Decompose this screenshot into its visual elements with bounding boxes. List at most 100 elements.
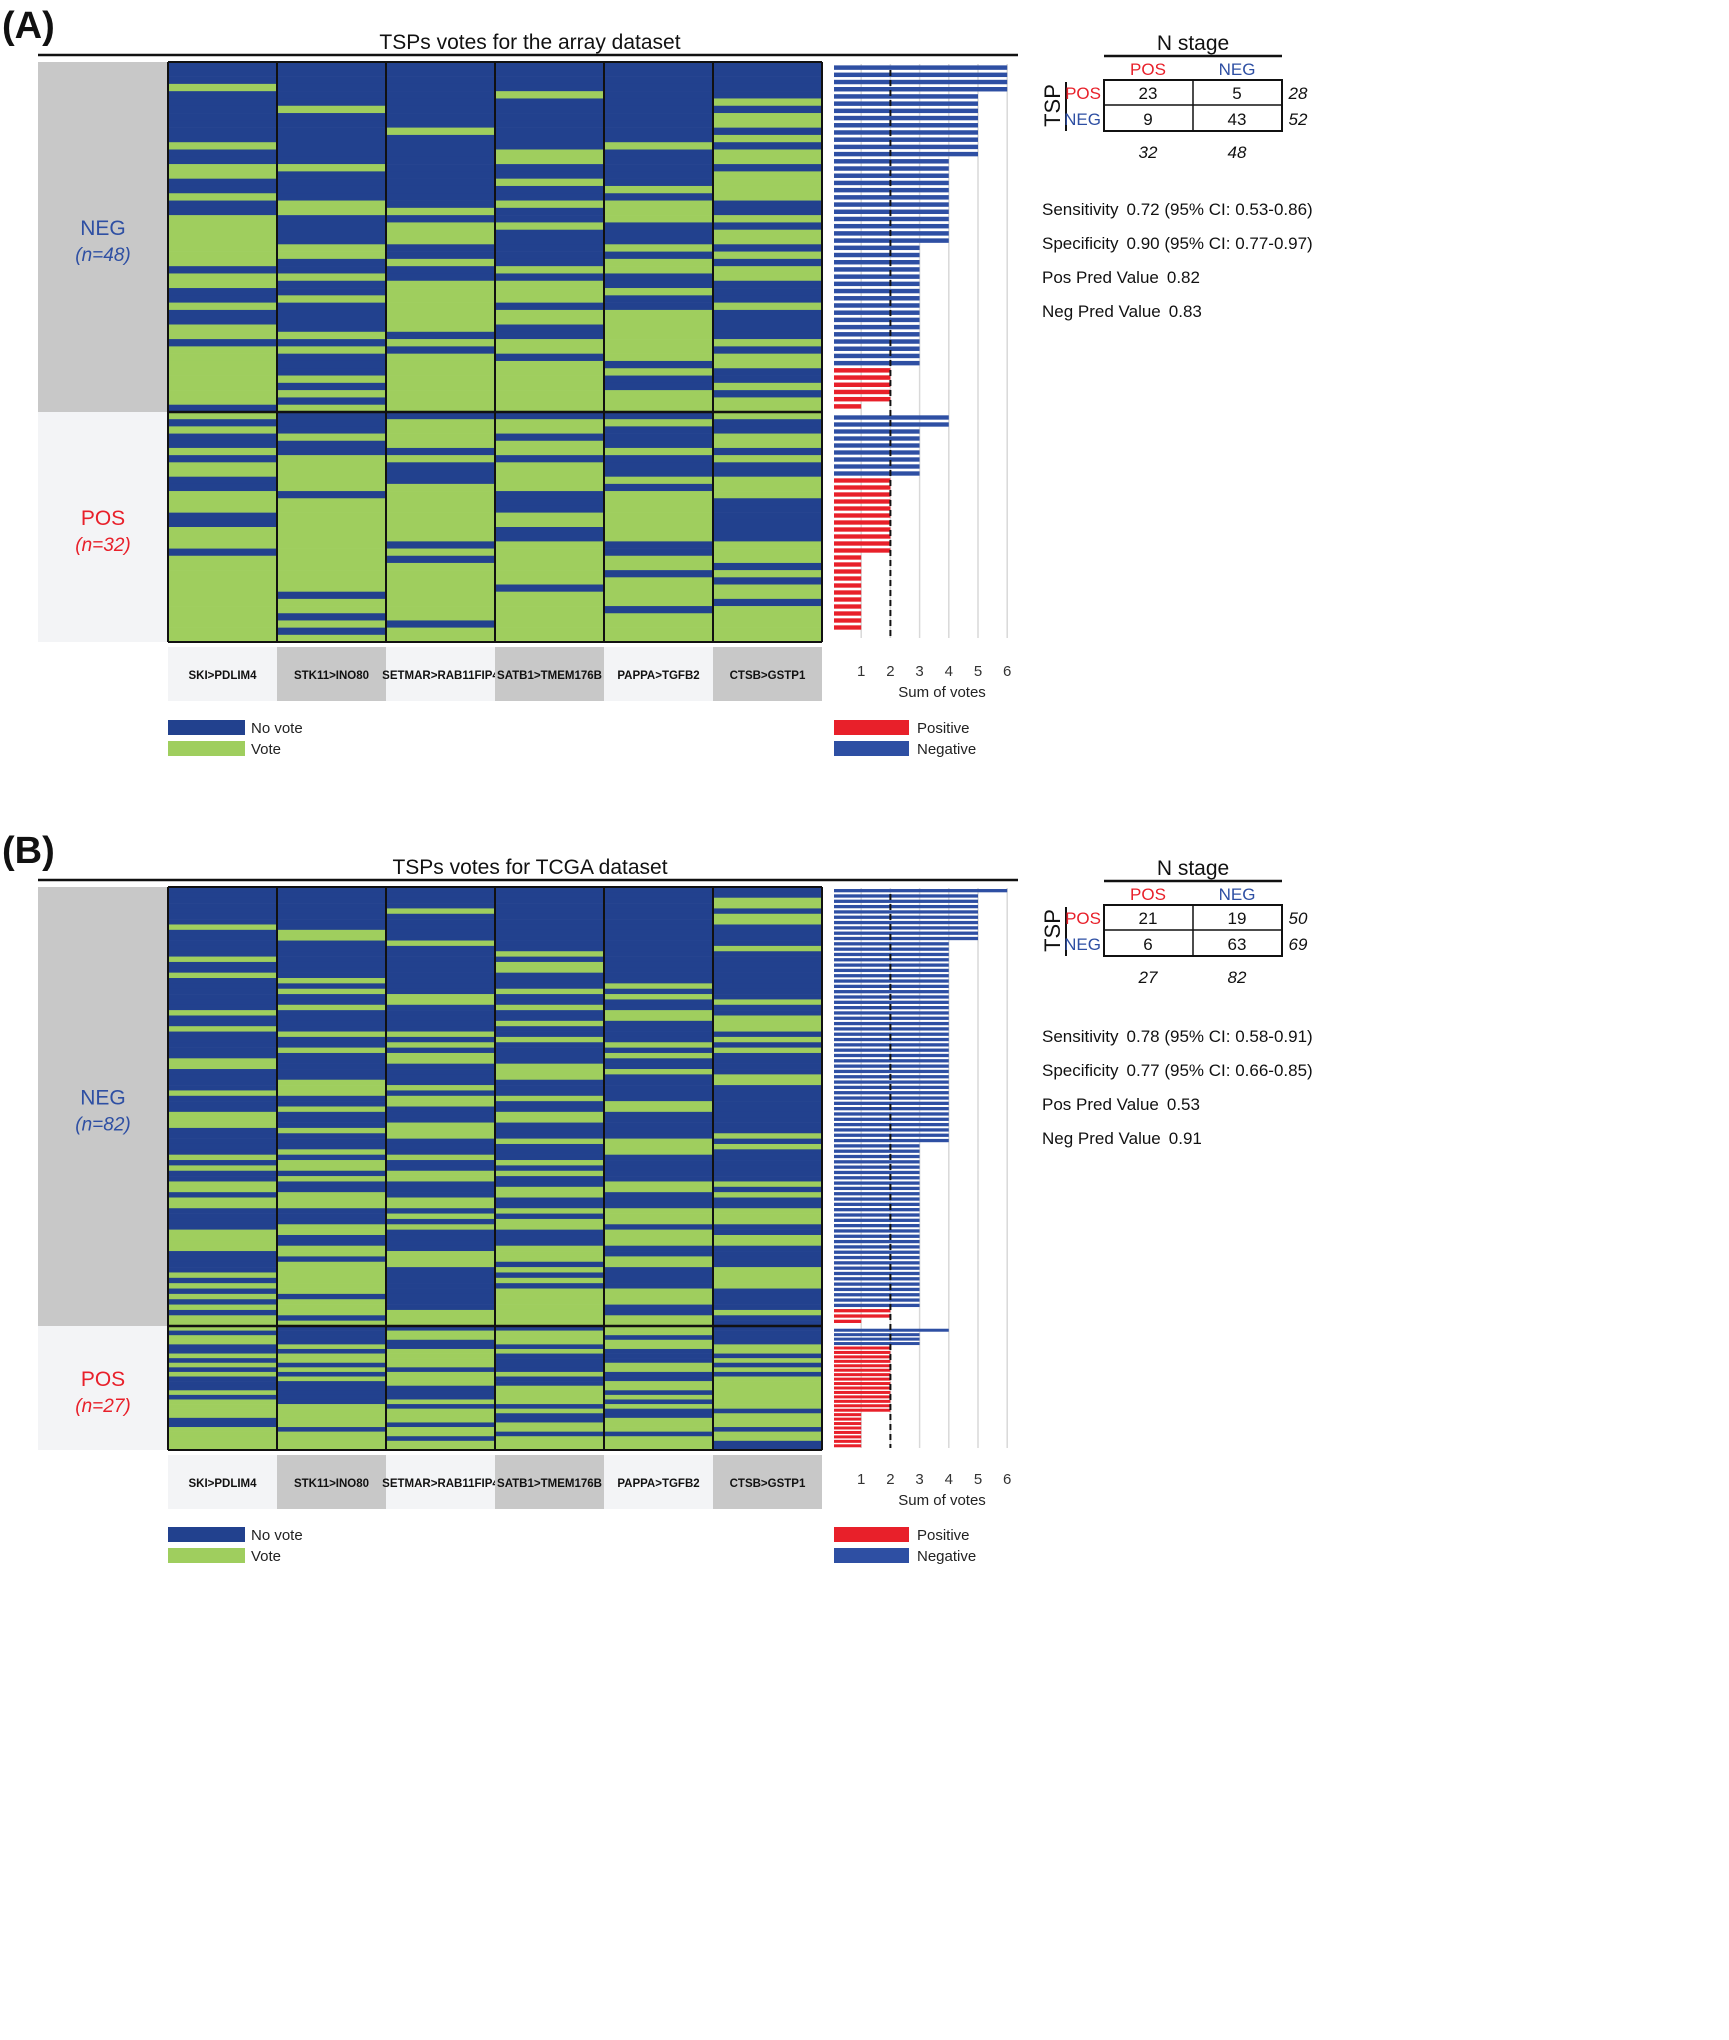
- heatmap-cell-no-vote: [495, 273, 605, 282]
- bar-tick-label: 1: [857, 663, 865, 680]
- heatmap-cell-vote: [277, 562, 387, 571]
- heatmap-cell-vote: [386, 1101, 496, 1107]
- confusion-cell: 63: [1228, 935, 1247, 954]
- heatmap-cell-no-vote: [604, 929, 714, 936]
- metrics: Sensitivity 0.78 (95% CI: 0.58-0.91) Speci…: [1042, 1027, 1313, 1148]
- heatmap-cell-no-vote: [604, 924, 714, 931]
- heatmap-cell-vote: [713, 1192, 823, 1198]
- heatmap-cell-no-vote: [604, 280, 714, 289]
- heatmap-cell-no-vote: [604, 1004, 714, 1011]
- heatmap-cell-no-vote: [168, 994, 278, 1000]
- heatmap-cell-vote: [713, 1074, 823, 1081]
- confusion-row-total: 28: [1288, 84, 1308, 103]
- heatmap-cell-no-vote: [168, 433, 278, 442]
- heatmap-cell-vote: [386, 1127, 496, 1134]
- heatmap-cell-vote: [277, 634, 387, 643]
- heatmap-cell-no-vote: [386, 244, 496, 252]
- heatmap-cell-vote: [277, 1408, 387, 1414]
- heatmap-cell-no-vote: [713, 222, 823, 231]
- heatmap-cell-no-vote: [277, 1069, 387, 1075]
- heatmap-cell-no-vote: [277, 1240, 387, 1246]
- vote-bar-positive: [834, 597, 862, 602]
- vote-bar-positive: [834, 485, 891, 490]
- heatmap-cell-vote: [604, 142, 714, 150]
- heatmap-cell-vote: [713, 360, 823, 369]
- heatmap-cell-no-vote: [495, 994, 605, 1000]
- heatmap-cell-vote: [713, 237, 823, 245]
- heatmap-cell-vote: [604, 244, 714, 252]
- heatmap-cell-vote: [168, 1165, 278, 1172]
- heatmap-cell-vote: [386, 994, 496, 1000]
- heatmap-cell-vote: [495, 440, 605, 449]
- vote-bar-negative: [834, 1239, 920, 1244]
- heatmap-cell-vote: [168, 390, 278, 398]
- heatmap-cell-vote: [277, 1344, 387, 1350]
- heatmap-cell-no-vote: [495, 1283, 605, 1289]
- vote-bar-negative: [834, 1197, 920, 1201]
- heatmap-cell-vote: [168, 324, 278, 333]
- heatmap-cell-no-vote: [604, 956, 714, 963]
- heatmap-cell-no-vote: [604, 1272, 714, 1279]
- heatmap-cell-no-vote: [386, 193, 496, 201]
- heatmap-cell-vote: [604, 1010, 714, 1016]
- vote-bar-negative: [834, 317, 920, 323]
- heatmap-cell-no-vote: [386, 919, 496, 925]
- vote-bar-negative: [834, 1333, 920, 1337]
- heatmap-cell-vote: [386, 237, 496, 245]
- heatmap-cell-no-vote: [386, 1208, 496, 1214]
- heatmap-cell-no-vote: [713, 142, 823, 150]
- heatmap-cell-no-vote: [495, 76, 605, 85]
- heatmap-cell-vote: [168, 1272, 278, 1279]
- heatmap-cell-vote: [386, 491, 496, 499]
- heatmap-cell-vote: [713, 1390, 823, 1396]
- heatmap-cell-no-vote: [168, 62, 278, 70]
- heatmap-cell-no-vote: [495, 1149, 605, 1155]
- heatmap-cell-vote: [713, 1015, 823, 1022]
- vote-bar-negative: [834, 1234, 920, 1238]
- heatmap-cell-no-vote: [495, 1079, 605, 1086]
- heatmap-cell-vote: [168, 591, 278, 600]
- heatmap-cell-vote: [168, 1445, 278, 1451]
- heatmap-cell-no-vote: [713, 519, 823, 528]
- vote-bar-negative: [834, 1261, 920, 1265]
- heatmap-cell-no-vote: [713, 1127, 823, 1134]
- heatmap-cell-vote: [168, 498, 278, 506]
- heatmap-cell-vote: [495, 149, 605, 158]
- heatmap-cell-vote: [713, 1399, 823, 1405]
- heatmap-cell-no-vote: [386, 1344, 496, 1350]
- heatmap-cell-vote: [495, 1385, 605, 1391]
- heatmap-group-neg: [168, 62, 823, 413]
- confusion-cell: 19: [1228, 909, 1247, 928]
- vote-bar-negative: [834, 429, 920, 434]
- heatmap-cell-no-vote: [277, 1181, 387, 1188]
- heatmap-cell-no-vote: [495, 1234, 605, 1241]
- heatmap-cell-no-vote: [604, 1283, 714, 1289]
- heatmap-cell-vote: [386, 1362, 496, 1368]
- heatmap-cell-no-vote: [495, 98, 605, 107]
- vote-bar-negative: [834, 936, 978, 941]
- heatmap-cell-no-vote: [386, 113, 496, 121]
- vote-bar-positive: [834, 478, 891, 483]
- vote-bar-negative: [834, 443, 920, 448]
- heatmap-cell-vote: [604, 266, 714, 274]
- heatmap-cell-no-vote: [386, 913, 496, 920]
- heatmap-cell-no-vote: [604, 1413, 714, 1419]
- heatmap-cell-vote: [713, 1344, 823, 1350]
- heatmap-cell-vote: [495, 548, 605, 557]
- heatmap-cell-no-vote: [713, 83, 823, 92]
- heatmap-cell-vote: [604, 331, 714, 340]
- group-pos-label: POS: [81, 1368, 125, 1391]
- heatmap-cell-vote: [604, 598, 714, 607]
- heatmap-cell-no-vote: [604, 164, 714, 172]
- vote-bar-negative: [834, 1255, 920, 1260]
- heatmap-cell-no-vote: [168, 105, 278, 114]
- heatmap-cell-vote: [168, 1362, 278, 1368]
- heatmap-cell-no-vote: [495, 1431, 605, 1437]
- heatmap-cell-no-vote: [168, 419, 278, 427]
- heatmap-cell-no-vote: [386, 620, 496, 628]
- heatmap-cell-vote: [168, 1304, 278, 1311]
- heatmap-cell-no-vote: [495, 258, 605, 267]
- vote-bar-negative: [834, 457, 920, 462]
- heatmap-cell-vote: [277, 1160, 387, 1166]
- heatmap-cell-vote: [495, 1427, 605, 1432]
